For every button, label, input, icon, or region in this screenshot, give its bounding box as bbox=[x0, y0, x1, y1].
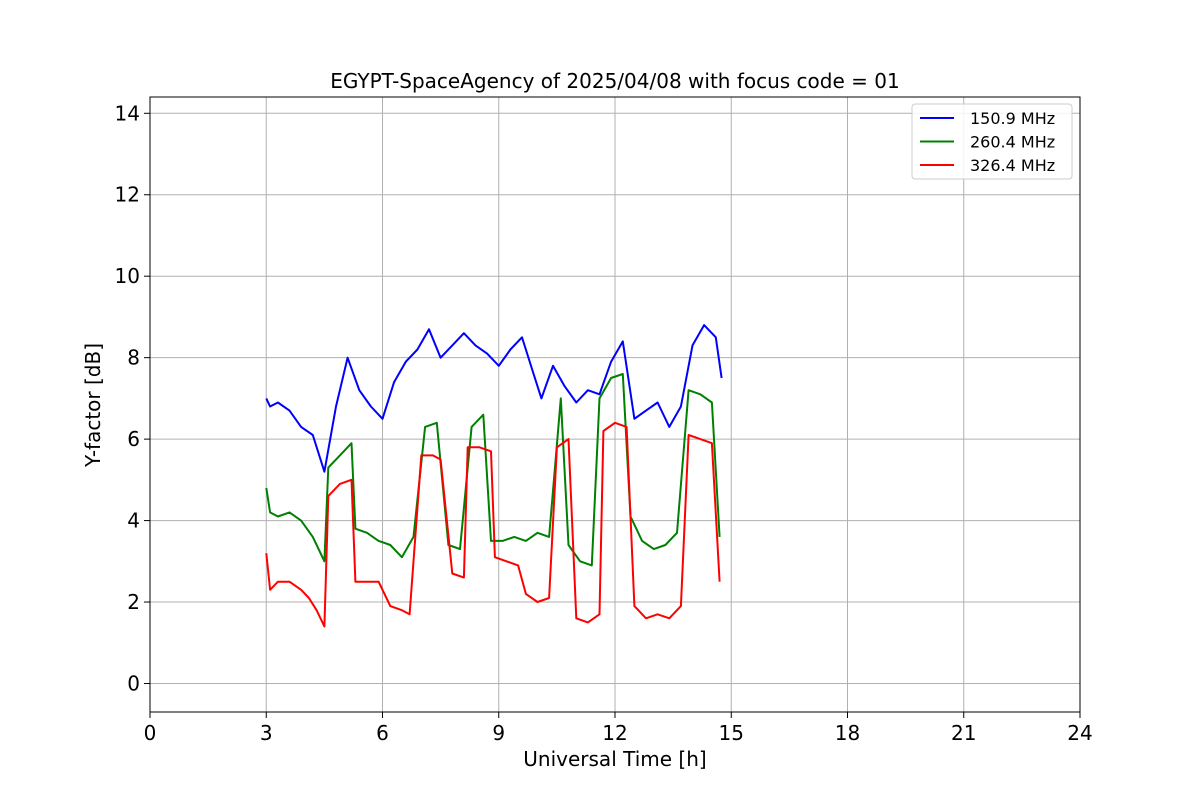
y-tick-label: 12 bbox=[115, 183, 140, 207]
x-tick-label: 6 bbox=[376, 721, 389, 745]
x-tick-label: 15 bbox=[719, 721, 744, 745]
series-line-1 bbox=[265, 324, 723, 473]
y-tick-label: 0 bbox=[127, 671, 140, 695]
x-tick-label: 24 bbox=[1067, 721, 1092, 745]
y-tick-label: 6 bbox=[127, 427, 140, 451]
series-line-2 bbox=[265, 373, 721, 567]
x-tick-label: 21 bbox=[951, 721, 976, 745]
y-tick-label: 8 bbox=[127, 346, 140, 370]
y-tick-label: 10 bbox=[115, 264, 140, 288]
x-tick-label: 3 bbox=[260, 721, 273, 745]
legend: 150.9 MHz 260.4 MHz 326.4 MHz bbox=[911, 103, 1073, 180]
y-tick-label: 14 bbox=[115, 101, 140, 125]
y-tick-label: 2 bbox=[127, 590, 140, 614]
x-axis: 0 3 6 9 12 15 18 21 24 bbox=[144, 712, 1093, 745]
legend-label: 150.9 MHz bbox=[970, 109, 1055, 128]
series-layer bbox=[265, 324, 723, 628]
series-line-3 bbox=[265, 421, 721, 628]
legend-box bbox=[911, 103, 1073, 180]
legend-label: 260.4 MHz bbox=[970, 133, 1055, 152]
y-axis-label: Y-factor [dB] bbox=[81, 343, 105, 468]
x-tick-label: 18 bbox=[835, 721, 860, 745]
y-tick-label: 4 bbox=[127, 509, 140, 533]
y-axis: 0 2 4 6 8 10 12 14 bbox=[115, 101, 150, 695]
x-tick-label: 0 bbox=[144, 721, 157, 745]
x-axis-label: Universal Time [h] bbox=[523, 747, 706, 771]
x-tick-label: 9 bbox=[492, 721, 505, 745]
chart-title: EGYPT-SpaceAgency of 2025/04/08 with foc… bbox=[330, 69, 899, 93]
x-tick-label: 12 bbox=[602, 721, 627, 745]
legend-label: 326.4 MHz bbox=[970, 156, 1055, 175]
